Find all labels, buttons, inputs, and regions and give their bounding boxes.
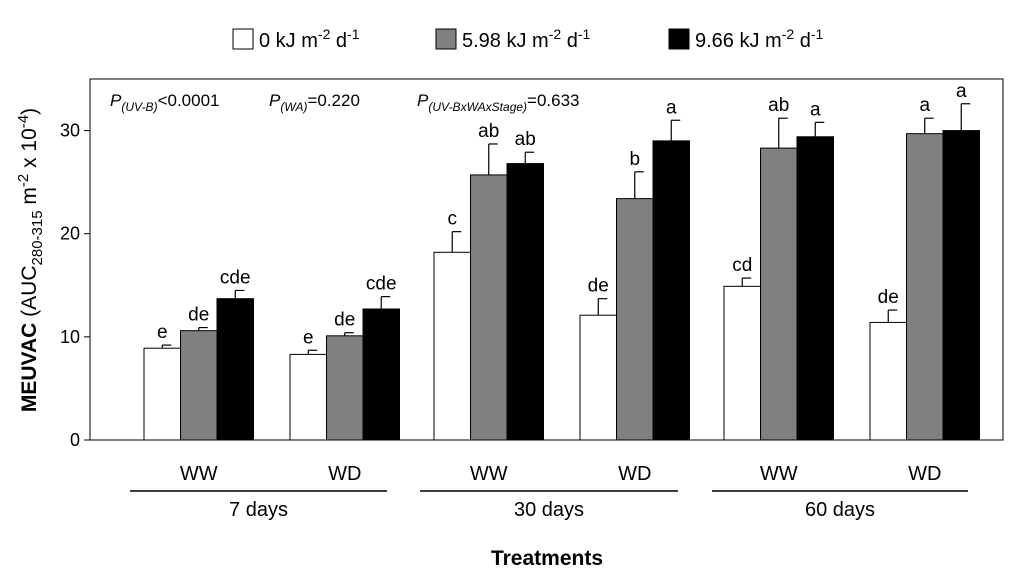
- category-label-1: WD: [328, 463, 361, 485]
- y-axis-ticks: 0 10 20 30: [60, 121, 90, 450]
- letter-s1-c2: ab: [478, 121, 499, 142]
- legend: 0 kJ m-2 d-1 5.98 kJ m-2 d-1 9.66 kJ m-2…: [232, 26, 824, 52]
- letter-s1-c3: b: [629, 149, 640, 170]
- group-label-1: 30 days: [514, 499, 584, 521]
- plot-frame: [89, 78, 1004, 441]
- bar-s1-c4: [760, 147, 798, 441]
- bar-s2-c0: [216, 298, 254, 441]
- letter-s0-c0: e: [157, 322, 168, 343]
- bar-s0-c0: [143, 347, 181, 441]
- bar-s2-c3: [652, 140, 690, 441]
- letter-s0-c5: de: [878, 287, 899, 308]
- letter-s2-c2: ab: [515, 129, 536, 150]
- legend-swatch-0: [232, 28, 254, 50]
- legend-swatch-2: [668, 28, 690, 50]
- category-label-3: WD: [618, 463, 651, 485]
- letter-s2-c0: cde: [220, 267, 251, 288]
- letter-s2-c3: a: [666, 97, 677, 118]
- y-tick-label-3: 30: [60, 121, 80, 141]
- bar-s1-c1: [326, 335, 364, 441]
- y-tick-label-0: 0: [70, 430, 80, 450]
- category-label-5: WD: [908, 463, 941, 485]
- bar-s0-c1: [289, 353, 327, 441]
- legend-label-1: 5.98 kJ m-2 d-1: [462, 26, 591, 52]
- bar-s0-c4: [723, 285, 761, 441]
- bar-s2-c5: [942, 130, 980, 441]
- letter-s0-c1: e: [303, 327, 314, 348]
- category-label-4: WW: [760, 463, 798, 485]
- x-axis-label: Treatments: [491, 547, 603, 570]
- bar-s0-c5: [869, 321, 907, 441]
- p-value-annotations: P(UV-B)<0.0001 P(WA)=0.220 P(UV-BxWAxSta…: [110, 91, 580, 114]
- group-label-2: 60 days: [805, 499, 875, 521]
- bar-s2-c1: [362, 308, 400, 441]
- bar-s1-c0: [180, 330, 218, 441]
- bar-s0-c2: [433, 251, 471, 441]
- y-tick-label-1: 10: [60, 327, 80, 347]
- annotation-p-interaction: P(UV-BxWAxStage)=0.633: [417, 91, 580, 114]
- group-labels: 7 days 30 days 60 days: [130, 490, 968, 521]
- bar-s1-c2: [470, 174, 508, 441]
- letter-s1-c5: a: [919, 95, 930, 116]
- category-label-0: WW: [180, 463, 218, 485]
- letter-s1-c1: de: [334, 310, 355, 331]
- legend-swatch-1: [435, 28, 457, 50]
- bar-s1-c3: [616, 198, 654, 441]
- category-label-2: WW: [470, 463, 508, 485]
- letter-s2-c4: a: [810, 99, 821, 120]
- legend-item-1: 5.98 kJ m-2 d-1: [435, 26, 591, 52]
- letter-s1-c4: ab: [768, 95, 789, 116]
- letter-s1-c0: de: [188, 305, 209, 326]
- letter-s0-c4: cd: [732, 255, 752, 276]
- legend-label-0: 0 kJ m-2 d-1: [259, 26, 360, 52]
- category-labels: WW WD WW WD WW WD: [180, 463, 942, 485]
- bar-s0-c3: [579, 314, 617, 441]
- letter-s0-c2: c: [448, 209, 458, 230]
- y-axis-label: MEUVAC (AUC280-315 m-2 x 10-4): [15, 108, 46, 412]
- y-tick-label-2: 20: [60, 224, 80, 244]
- bar-s2-c2: [506, 163, 544, 441]
- letter-s2-c5: a: [956, 81, 967, 102]
- legend-item-2: 9.66 kJ m-2 d-1: [668, 26, 824, 52]
- group-label-0: 7 days: [229, 499, 288, 521]
- annotation-p-wa: P(WA)=0.220: [269, 91, 360, 114]
- legend-item-0: 0 kJ m-2 d-1: [232, 26, 360, 52]
- letter-s0-c3: de: [588, 276, 609, 297]
- legend-label-2: 9.66 kJ m-2 d-1: [695, 26, 824, 52]
- bar-s1-c5: [906, 133, 944, 441]
- letter-s2-c1: cde: [366, 274, 397, 295]
- annotation-p-uvb: P(UV-B)<0.0001: [110, 91, 220, 114]
- bar-s2-c4: [796, 136, 834, 441]
